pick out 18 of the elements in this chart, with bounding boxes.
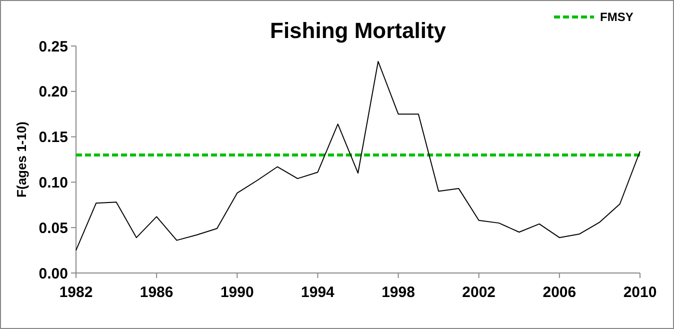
y-tick-label: 0.20 — [38, 84, 68, 101]
x-tick-label: 2006 — [542, 284, 576, 301]
y-tick-label: 0.10 — [38, 174, 68, 192]
line-series — [76, 60, 640, 251]
y-tick-label: 0.15 — [38, 129, 68, 146]
y-axis-title: F(ages 1-10) — [14, 122, 29, 198]
legend-label: FMSY — [600, 10, 634, 24]
x-tick-label: 2002 — [462, 284, 496, 301]
chart-title: Fishing Mortality — [270, 18, 447, 43]
x-tick-label: 1998 — [382, 284, 415, 301]
y-tick-label: 0.05 — [38, 220, 68, 237]
x-tick-label: 1990 — [220, 284, 254, 301]
y-tick-label: 0.00 — [38, 265, 68, 282]
x-tick-label: 1994 — [301, 284, 336, 301]
y-tick-label: 0.25 — [38, 38, 68, 56]
x-tick-label: 1982 — [59, 284, 93, 301]
x-tick-label: 1986 — [140, 284, 174, 301]
x-tick-label: 2010 — [623, 284, 657, 301]
